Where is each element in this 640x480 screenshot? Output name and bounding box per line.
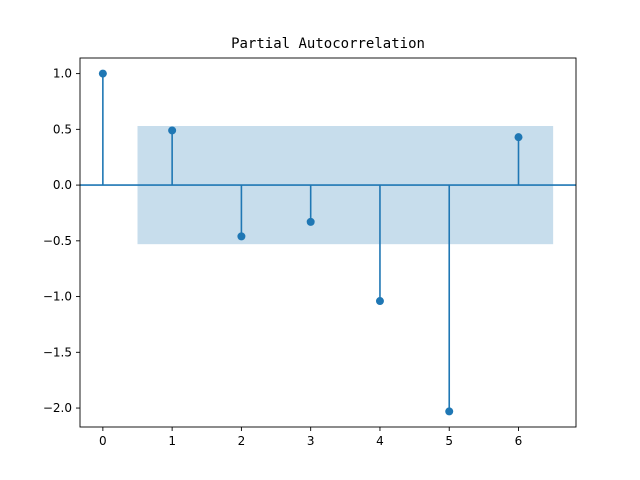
x-tick-label-4: 4 — [376, 434, 384, 448]
x-tick-label-6: 6 — [515, 434, 523, 448]
stem-marker-lag-5 — [445, 407, 454, 416]
stem-marker-lag-3 — [306, 217, 315, 226]
y-tick-label-6: −2.0 — [43, 401, 72, 415]
x-tick-label-3: 3 — [307, 434, 315, 448]
stem-marker-lag-1 — [168, 126, 177, 135]
y-tick-label-0: 1.0 — [53, 67, 72, 81]
stem-marker-lag-2 — [237, 232, 246, 241]
y-tick-label-2: 0.0 — [53, 178, 72, 192]
stem-marker-lag-4 — [375, 297, 384, 306]
stem-marker-lag-6 — [514, 133, 523, 142]
y-tick-label-4: −1.0 — [43, 290, 72, 304]
y-tick-label-1: 0.5 — [53, 122, 72, 136]
y-tick-label-5: −1.5 — [43, 345, 72, 359]
y-tick-label-3: −0.5 — [43, 234, 72, 248]
plot-area: 0 1 2 3 4 5 6 1.0 0.5 0.0 −0.5 −1.0 −1.5 −2.0 — [43, 57, 577, 448]
stem-marker-lag-0 — [98, 69, 107, 78]
x-tick-label-1: 1 — [168, 434, 176, 448]
chart-title: Partial Autocorrelation — [231, 36, 425, 52]
x-tick-label-0: 0 — [99, 434, 107, 448]
x-tick-label-5: 5 — [445, 434, 453, 448]
x-tick-label-2: 2 — [238, 434, 246, 448]
axes-frame — [79, 57, 577, 428]
